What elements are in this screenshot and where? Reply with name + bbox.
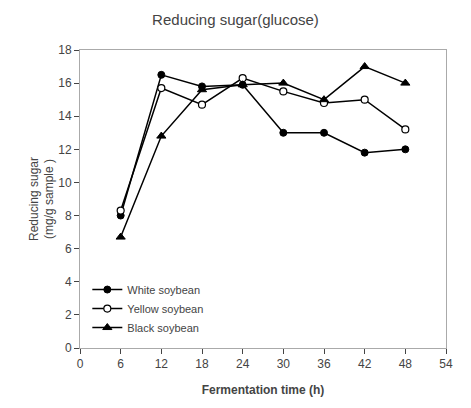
svg-text:Black soybean: Black soybean <box>127 322 199 334</box>
svg-text:0: 0 <box>77 357 84 371</box>
svg-text:0: 0 <box>65 341 72 355</box>
svg-text:14: 14 <box>58 109 72 123</box>
svg-text:48: 48 <box>399 357 413 371</box>
svg-text:18: 18 <box>58 43 72 57</box>
svg-text:10: 10 <box>58 176 72 190</box>
svg-text:12: 12 <box>58 143 72 157</box>
svg-text:White soybean: White soybean <box>127 284 200 296</box>
svg-text:36: 36 <box>317 357 331 371</box>
svg-text:Reducing sugar(glucose): Reducing sugar(glucose) <box>152 11 319 28</box>
svg-text:2: 2 <box>65 308 72 322</box>
svg-text:12: 12 <box>155 357 169 371</box>
svg-text:30: 30 <box>277 357 291 371</box>
svg-text:42: 42 <box>358 357 372 371</box>
svg-text:6: 6 <box>65 242 72 256</box>
svg-text:Reducing sugar(mg/g sample ): Reducing sugar(mg/g sample ) <box>27 157 57 241</box>
svg-text:Fermentation time (h): Fermentation time (h) <box>202 383 325 397</box>
svg-text:8: 8 <box>65 209 72 223</box>
svg-text:16: 16 <box>58 76 72 90</box>
svg-text:Yellow soybean: Yellow soybean <box>127 303 203 315</box>
svg-text:18: 18 <box>195 357 209 371</box>
svg-text:4: 4 <box>65 275 72 289</box>
svg-text:54: 54 <box>439 357 453 371</box>
svg-text:6: 6 <box>117 357 124 371</box>
svg-text:24: 24 <box>236 357 250 371</box>
